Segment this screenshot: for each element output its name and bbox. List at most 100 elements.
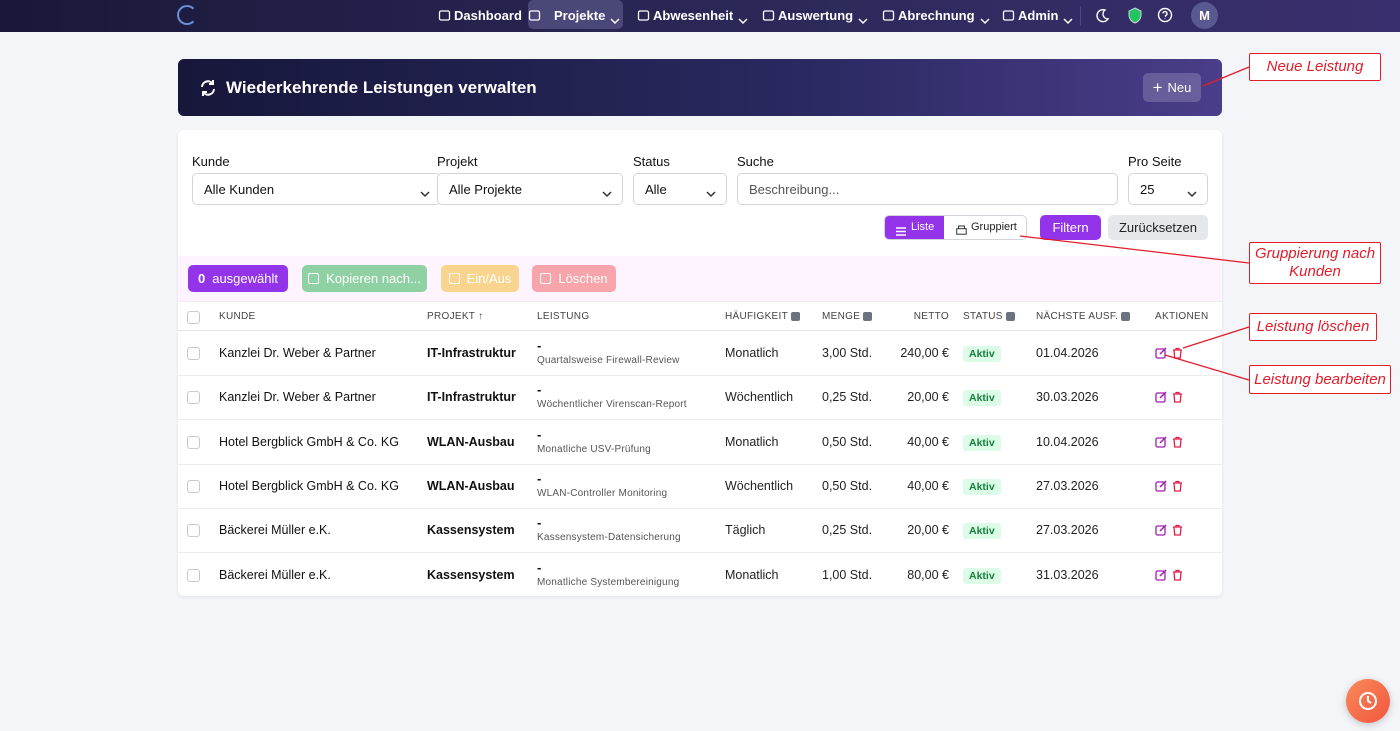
sort-icon — [791, 312, 800, 321]
nav-item[interactable]: Abrechnung — [898, 8, 975, 23]
delete-icon[interactable] — [1172, 390, 1183, 408]
nav-item[interactable]: Admin — [1018, 8, 1059, 23]
row-line — [178, 552, 1222, 554]
checkbox[interactable] — [187, 311, 200, 324]
edit-icon-svg — [1155, 436, 1167, 448]
cell-projekt: Kassensystem — [427, 523, 515, 538]
cell-title: - — [537, 338, 542, 353]
status-badge: Aktiv — [963, 523, 1001, 540]
delete-icon-svg — [1173, 525, 1182, 536]
timer-button[interactable] — [1346, 679, 1390, 723]
cell-haeufigkeit: Wöchentlich — [725, 478, 794, 493]
cell-projekt: WLAN-Ausbau — [427, 478, 515, 493]
cell-description: WLAN-Controller Monitoring — [537, 487, 668, 499]
cell-title: - — [537, 426, 542, 442]
delete-icon[interactable] — [1172, 435, 1183, 453]
nav-icon-svg — [438, 10, 451, 21]
bulk-copy[interactable]: Kopieren nach... — [302, 265, 427, 292]
new-button[interactable]: + Neu — [1143, 73, 1201, 102]
nav-icon — [882, 9, 895, 27]
nav-icon-svg — [1002, 10, 1015, 21]
checkbox[interactable] — [187, 524, 200, 538]
edit-icon[interactable] — [1155, 346, 1167, 364]
delete-icon[interactable] — [1172, 346, 1183, 364]
bulk-delete[interactable]: Löschen — [532, 265, 616, 292]
sort-icon — [863, 312, 872, 321]
cell-next: 27.03.2026 — [1036, 478, 1099, 493]
edit-icon[interactable] — [1155, 479, 1167, 497]
cell-haeufigkeit: Wöchentlich — [725, 390, 794, 405]
edit-icon-svg — [1155, 347, 1167, 359]
cell-menge: 1,00 Std. — [822, 567, 873, 582]
nav-item[interactable]: Auswertung — [778, 8, 854, 23]
cell-projekt: Kassensystem — [427, 567, 515, 582]
nav-item[interactable]: Projekte — [554, 8, 606, 23]
annotation: Leistung löschen — [1249, 313, 1377, 341]
column-header: NETTO — [913, 311, 949, 322]
checkbox[interactable] — [187, 347, 200, 360]
bulk-label: Kopieren nach... — [326, 271, 421, 286]
filter-label: Suche — [737, 154, 774, 169]
delete-icon[interactable] — [1172, 479, 1183, 497]
reset-button[interactable]: Zurücksetzen — [1108, 215, 1208, 240]
cell-netto: 240,00 € — [900, 346, 949, 360]
select[interactable]: Alle Kunden — [192, 173, 441, 205]
column-header: LEISTUNG — [537, 311, 590, 322]
cell-description: Monatliche Systembereinigung — [537, 576, 680, 588]
chevron-svg — [420, 191, 430, 198]
cell-projekt: IT-Infrastruktur — [427, 390, 516, 405]
cell-title: - — [537, 470, 542, 486]
checkbox[interactable] — [187, 391, 200, 405]
status-badge: Aktiv — [963, 434, 1001, 451]
list-icon-svg — [896, 227, 906, 236]
annotation: Gruppierung nach Kunden — [1249, 242, 1381, 284]
toggle-gruppiert[interactable]: Gruppiert — [971, 221, 1017, 233]
select[interactable]: Alle — [633, 173, 727, 205]
chevron-svg — [1187, 191, 1197, 198]
delete-icon[interactable] — [1172, 568, 1183, 586]
delete-icon-svg — [1173, 480, 1182, 492]
status-badge: Aktiv — [963, 567, 1001, 584]
chevron — [706, 186, 716, 201]
cell-description: Monatliche USV-Prüfung — [537, 443, 651, 455]
edit-icon[interactable] — [1155, 523, 1167, 541]
cell-menge: 3,00 Std. — [822, 346, 873, 360]
select[interactable]: 25 — [1128, 173, 1208, 205]
chevron-svg — [610, 18, 620, 25]
edit-icon[interactable] — [1155, 390, 1167, 408]
chevron — [610, 12, 620, 30]
column-header: AKTIONEN — [1155, 311, 1209, 322]
nav-icon-svg — [882, 10, 895, 21]
checkbox[interactable] — [187, 568, 200, 582]
checkbox[interactable] — [187, 479, 200, 493]
nav-item[interactable]: Abwesenheit — [653, 8, 734, 23]
checkbox[interactable] — [187, 435, 200, 449]
select[interactable]: Alle Projekte — [437, 173, 623, 205]
nav-item[interactable]: Dashboard — [454, 8, 522, 23]
filter-button[interactable]: Filtern — [1040, 215, 1101, 240]
bulk-toggle[interactable]: Ein/Aus — [441, 265, 519, 292]
edit-icon[interactable] — [1155, 568, 1167, 586]
search-input[interactable]: Beschreibung... — [737, 173, 1118, 205]
toggle-liste[interactable]: Liste — [885, 216, 944, 239]
cell-netto: 40,00 € — [907, 434, 949, 449]
cell-projekt: IT-Infrastruktur — [427, 346, 516, 360]
chevron — [1187, 186, 1197, 201]
bulk-label: Ein/Aus — [466, 271, 512, 286]
avatar[interactable]: M — [1191, 2, 1218, 29]
cell-haeufigkeit: Täglich — [725, 523, 766, 538]
status-badge: Aktiv — [963, 346, 1001, 362]
nav-icon — [762, 9, 775, 27]
shield-icon — [1127, 7, 1143, 29]
cell-menge: 0,50 Std. — [822, 434, 873, 449]
header-card: Wiederkehrende Leistungen verwalten + Neu — [178, 59, 1222, 116]
chevron-svg — [738, 18, 748, 25]
edit-icon[interactable] — [1155, 435, 1167, 453]
filter-label: Kunde — [192, 154, 230, 169]
column-header: MENGE — [822, 311, 861, 322]
status-badge: Aktiv — [963, 478, 1001, 495]
new-button-label: Neu — [1167, 80, 1192, 95]
selected-label: ausgewählt — [212, 271, 278, 286]
delete-icon[interactable] — [1172, 523, 1183, 541]
column-header: STATUS — [963, 311, 1003, 322]
